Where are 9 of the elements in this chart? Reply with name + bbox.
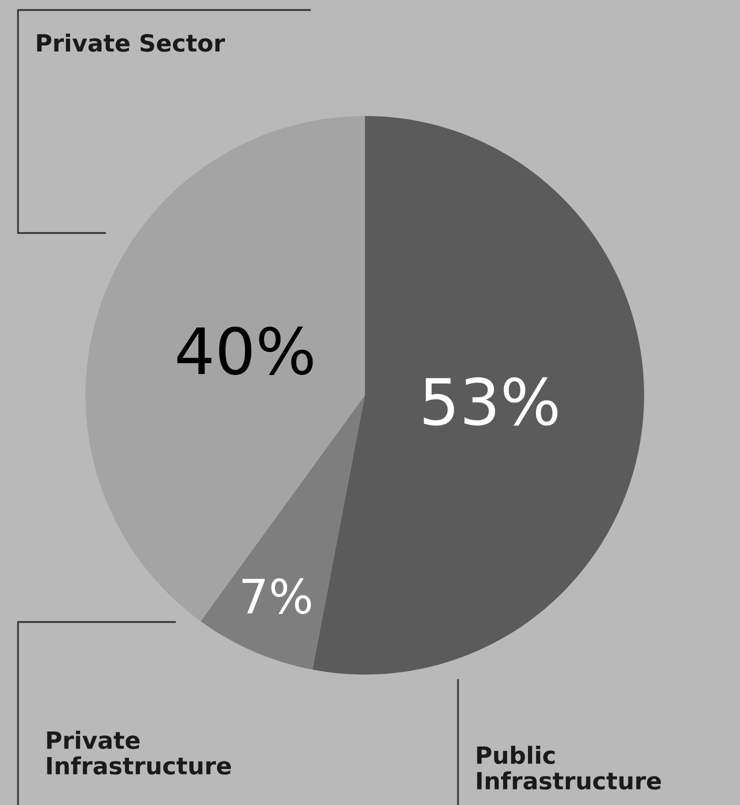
data-label: 53% (424, 377, 558, 426)
slice-label: Private Sector (37, 34, 225, 52)
pie-slice (86, 116, 365, 622)
data-label: 7% (242, 578, 311, 614)
pie-slice (200, 395, 365, 670)
data-label: 40% (177, 326, 313, 375)
slice-label: Private Infrastructure (47, 730, 231, 775)
slice-label: Public Infrastructure (477, 746, 661, 790)
pie-slice (312, 116, 644, 675)
